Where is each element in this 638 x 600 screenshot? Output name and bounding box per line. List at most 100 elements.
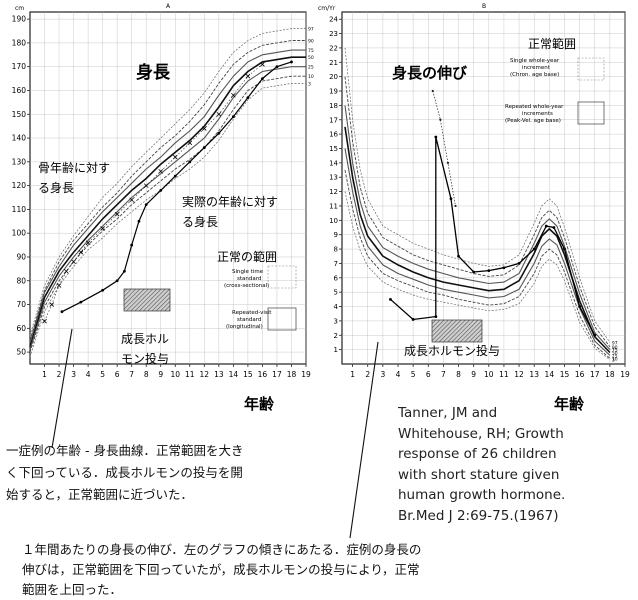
height-x-tick-label: 4 [86, 370, 91, 379]
velocity-case-point [532, 247, 536, 251]
case-actual-age-point [261, 77, 264, 80]
velocity-percentile-line [344, 105, 611, 350]
case-bone-age-point [56, 283, 62, 288]
legend-long-line1: Repeated-visit [232, 310, 272, 316]
height-y-tick-label: 100 [12, 229, 27, 238]
case-bone-age-point [245, 73, 251, 79]
case-actual-age-point [173, 174, 177, 178]
legend-repeated-swatch [577, 101, 605, 125]
case-actual-age-point [188, 160, 192, 164]
height-chart-title: 身長 [136, 62, 171, 83]
case-bone-age-point [143, 183, 149, 188]
case-bone-age-point [42, 318, 47, 324]
height-percentile-label: 90 [308, 39, 314, 45]
velocity-percentile-line [344, 148, 611, 356]
legend-single-line3: (Chron. age base) [510, 72, 559, 78]
case-actual-age-point [130, 243, 134, 247]
height-percentile-label: 97 [308, 27, 314, 33]
velocity-y-tick-label: 11 [329, 202, 338, 210]
velocity-y-tick-label: 7 [334, 260, 338, 268]
height-y-tick-label: 60 [16, 324, 26, 333]
height-y-tick-label: 140 [12, 134, 27, 143]
case-actual-age-point [123, 269, 126, 273]
case-bone-age-point [129, 197, 134, 203]
velocity-x-tick-label: 14 [545, 370, 555, 379]
left-caption-pointer [51, 328, 73, 449]
velocity-y-tick-label: 14 [329, 159, 338, 167]
velocity-y-tick-label: 13 [329, 174, 338, 182]
velocity-y-tick-label: 20 [329, 73, 338, 81]
legend-single-line2: increment [522, 65, 551, 71]
case-bone-age-point [71, 259, 76, 265]
height-percentile-label: 50 [308, 55, 314, 61]
velocity-y-tick-label: 15 [329, 145, 338, 153]
velocity-x-tick-label: 7 [441, 370, 446, 379]
height-y-tick-label: 190 [12, 15, 27, 24]
case-actual-age-line [61, 61, 292, 313]
velocity-percentile-label: 50 [612, 351, 618, 357]
legend-repeated-line2: increments [522, 111, 553, 117]
velocity-case-peak-point [439, 118, 442, 121]
citation-line: Br.Med J 2:69-75.(1967) [398, 507, 559, 524]
velocity-y-tick-label: 3 [334, 317, 338, 325]
left-caption-line: 始すると，正常範囲に近づいた． [6, 487, 194, 502]
velocity-case-peak-line [432, 90, 456, 207]
bottom-caption-pointer [349, 341, 379, 539]
citation-line: Tanner, JM and [398, 405, 498, 421]
legend-single-line1: Single whole-year [510, 58, 560, 64]
velocity-y-tick-label: 6 [334, 274, 339, 282]
case-bone-age-point [260, 62, 265, 67]
gh-annotation-line2: モン投与 [121, 351, 169, 366]
velocity-case-point [517, 262, 521, 265]
velocity-case-point [411, 318, 415, 321]
velocity-chart-title: 身長の伸び [392, 64, 467, 82]
velocity-case-point [434, 315, 438, 318]
velocity-case-point [578, 305, 581, 308]
velocity-case-peak-point [454, 204, 457, 208]
velocity-y-tick-label: 8 [334, 246, 338, 254]
velocity-x-tick-label: 12 [514, 370, 524, 379]
velocity-case-point [544, 224, 548, 228]
velocity-percentile-line [344, 47, 611, 343]
velocity-chart-x-label: 年齢 [554, 395, 585, 413]
height-x-tick-label: 9 [158, 370, 163, 379]
legend-cross-line1: Single time [232, 269, 264, 275]
bottom-caption-line: 伸びは，正常範囲を下回っていたが，成長ホルモンの投与により，正常 [22, 562, 420, 577]
case-bone-age-point [49, 302, 55, 307]
height-x-tick-label: 10 [170, 370, 180, 379]
case-actual-age-point [246, 96, 250, 100]
case-actual-age-point [290, 60, 293, 64]
velocity-percentile-label: 10 [612, 356, 618, 362]
height-y-tick-label: 90 [16, 252, 26, 261]
velocity-case-point [434, 135, 438, 139]
normal-range-legend-title: 正常の範囲 [217, 249, 277, 264]
velocity-x-tick-label: 5 [411, 370, 416, 379]
velocity-y-tick-label: 9 [334, 231, 338, 239]
velocity-case-point [449, 197, 453, 201]
citation-line: human growth hormone. [398, 487, 566, 503]
velocity-y-tick-label: 24 [329, 16, 338, 24]
case-bone-age-point [114, 211, 120, 217]
height-y-tick-label: 160 [12, 86, 27, 95]
velocity-percentile-line [344, 191, 611, 360]
velocity-case-point [487, 269, 491, 273]
case-bone-age-point [64, 268, 69, 274]
legend-cross-swatch [267, 265, 297, 289]
velocity-percentile-line [344, 76, 611, 348]
case-actual-age-point [79, 300, 83, 304]
height-chart-panel-label: A [166, 3, 171, 10]
velocity-y-tick-label: 2 [334, 332, 338, 340]
gh-annotation-line1: 成長ホル [121, 332, 169, 346]
velocity-case-peak-point [446, 161, 450, 164]
bottom-caption-line: １年間あたりの身長の伸び．左のグラフの傾きにあたる．症例の身長の [22, 542, 422, 557]
velocity-normal-range-title: 正常範囲 [528, 36, 576, 51]
velocity-x-tick-label: 16 [575, 370, 585, 379]
height-x-tick-label: 1 [42, 370, 47, 379]
velocity-gh-treatment-block [431, 319, 483, 343]
case-actual-age-point [115, 279, 119, 283]
height-chart-y-unit: cm [15, 5, 24, 12]
case-actual-age-point [202, 146, 206, 149]
height-percentile-line [29, 83, 306, 358]
